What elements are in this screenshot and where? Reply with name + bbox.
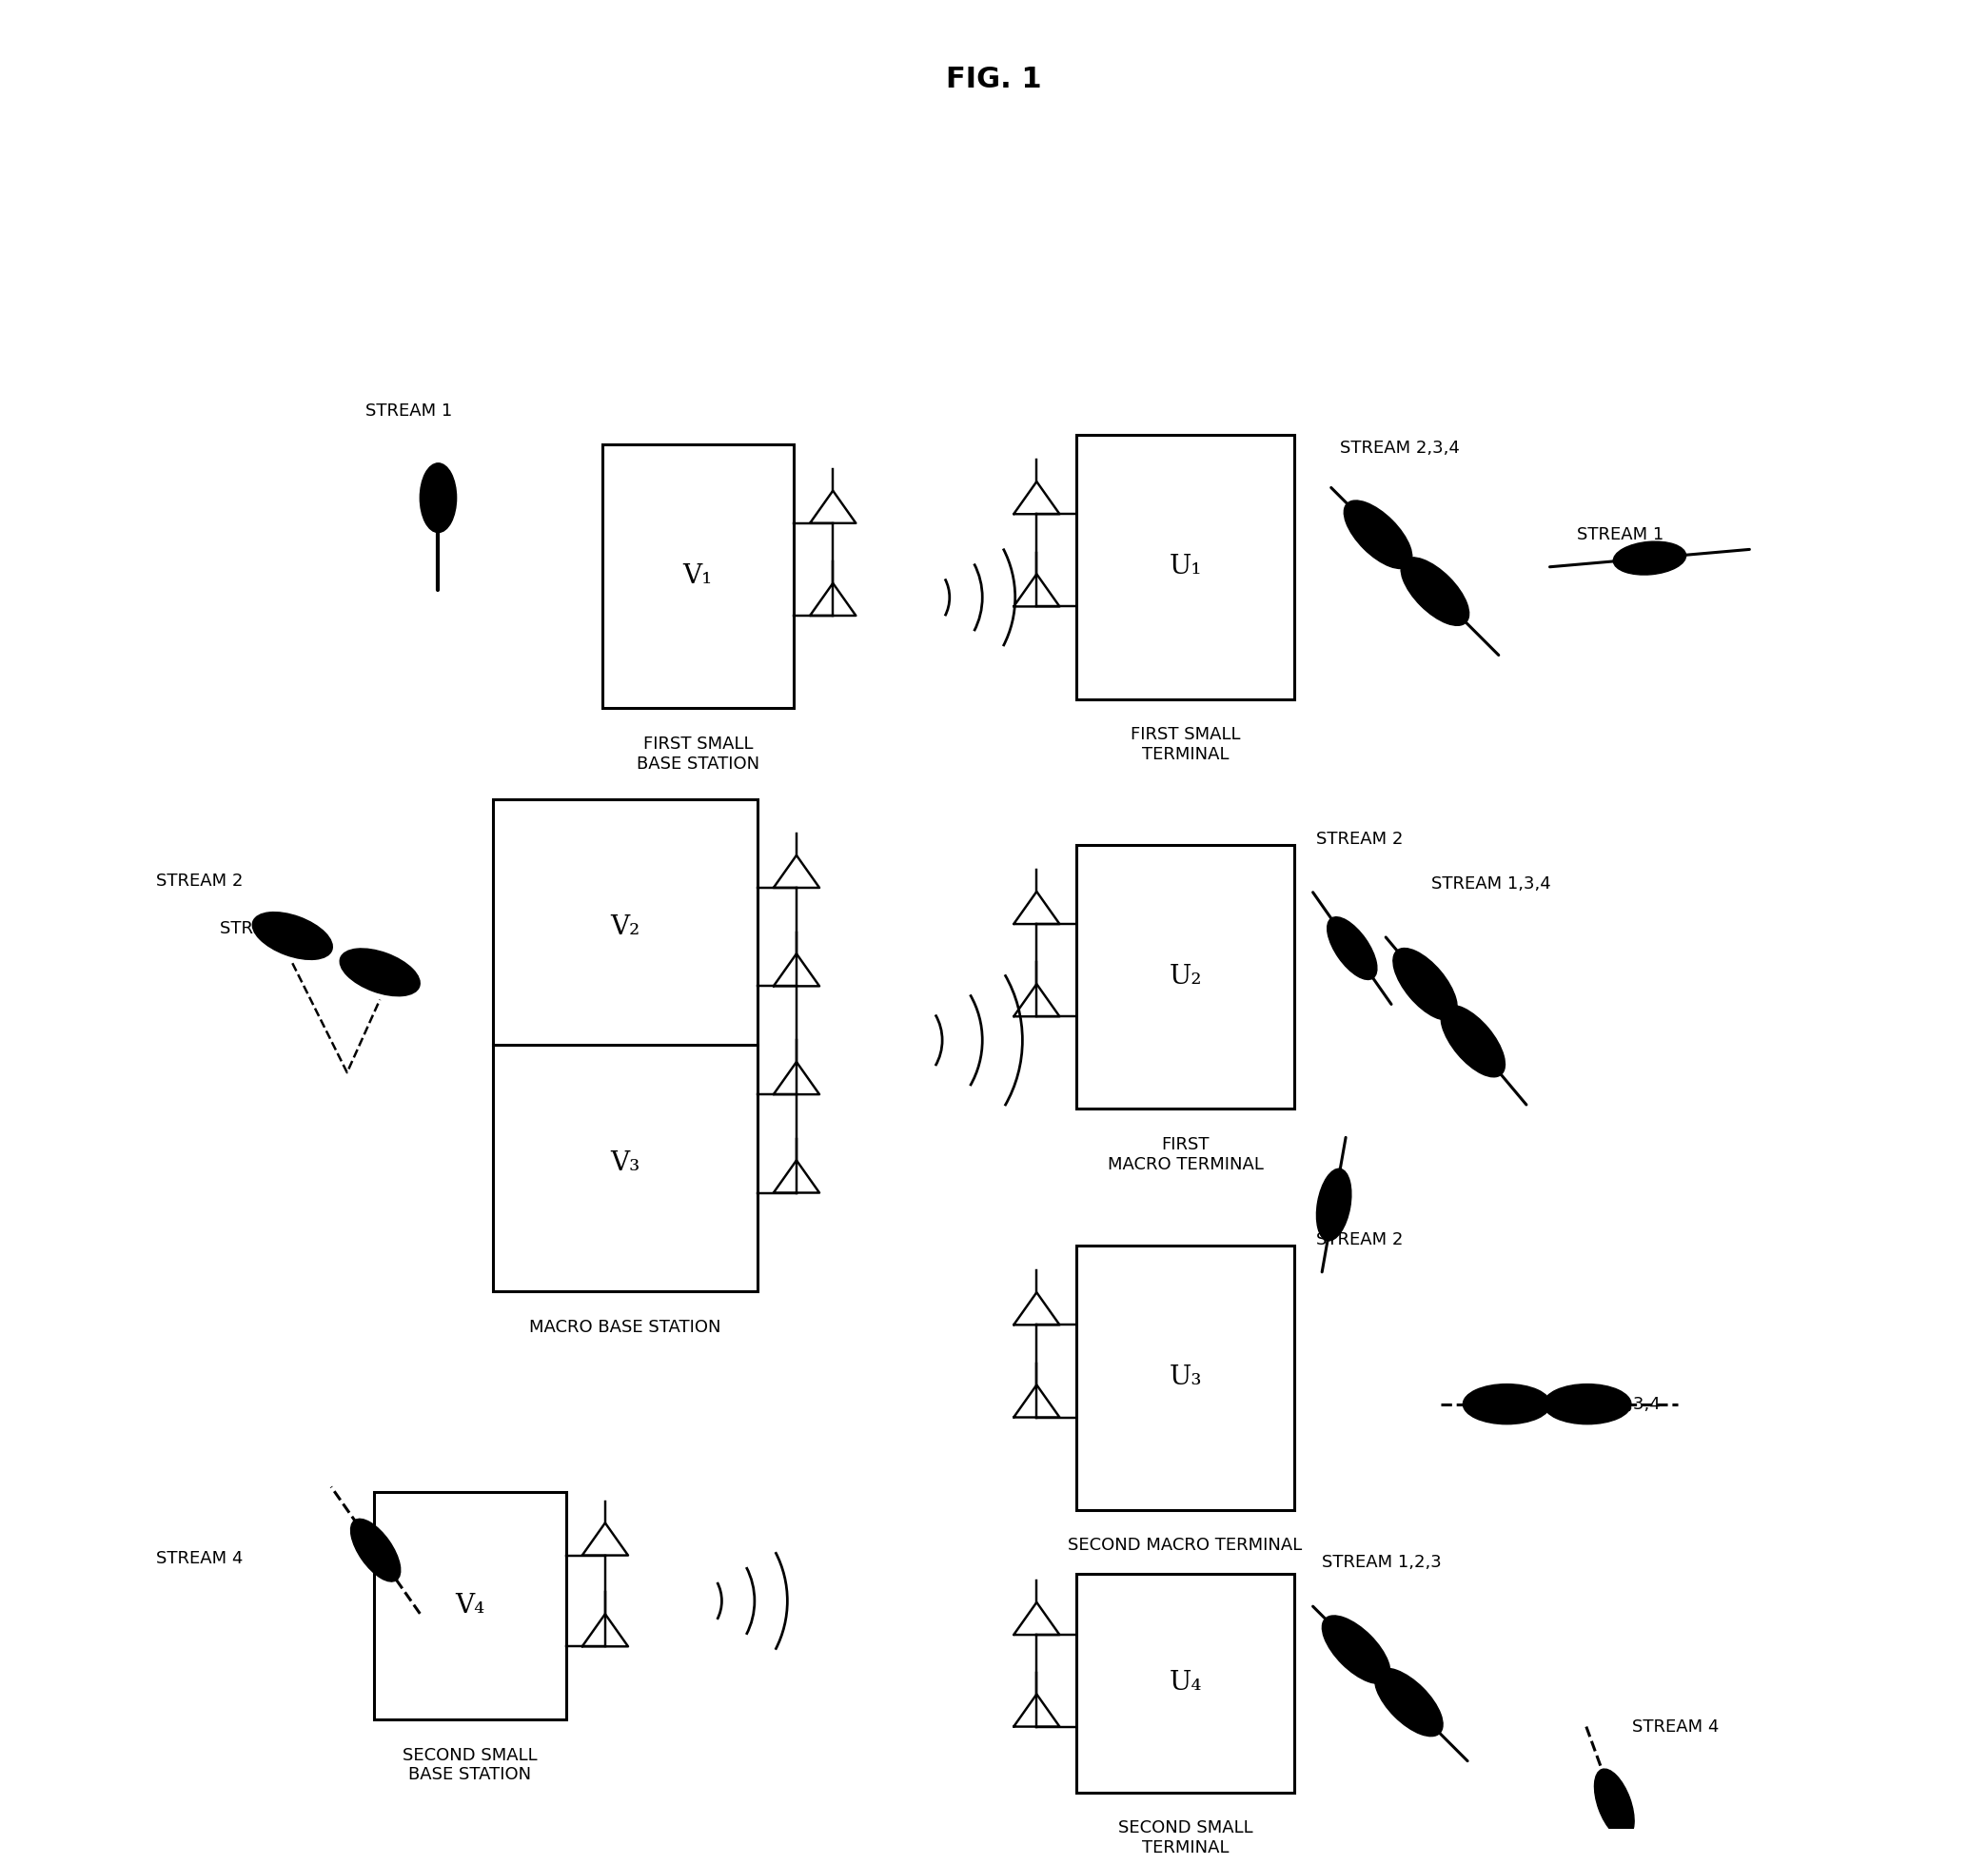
- Text: MACRO BASE STATION: MACRO BASE STATION: [529, 1319, 722, 1335]
- Text: V₃: V₃: [610, 1151, 640, 1177]
- Text: SECOND MACRO TERMINAL: SECOND MACRO TERMINAL: [1068, 1537, 1302, 1554]
- Bar: [493, 800, 757, 1291]
- Text: FIG. 1: FIG. 1: [946, 65, 1042, 93]
- Text: U₄: U₄: [1169, 1669, 1203, 1695]
- Ellipse shape: [1376, 1667, 1443, 1736]
- Ellipse shape: [1614, 541, 1686, 574]
- Text: STREAM 2: STREAM 2: [1316, 1231, 1404, 1250]
- Bar: [1076, 1574, 1294, 1792]
- Bar: [1076, 435, 1294, 699]
- Ellipse shape: [419, 463, 457, 532]
- Ellipse shape: [1322, 1615, 1390, 1684]
- Text: FIRST SMALL
BASE STATION: FIRST SMALL BASE STATION: [636, 735, 759, 772]
- Ellipse shape: [252, 912, 332, 959]
- Text: SECOND SMALL
BASE STATION: SECOND SMALL BASE STATION: [404, 1748, 537, 1783]
- Text: U₃: U₃: [1169, 1365, 1203, 1391]
- Ellipse shape: [1594, 1770, 1634, 1839]
- Ellipse shape: [1402, 558, 1469, 625]
- Text: STREAM 2: STREAM 2: [155, 873, 243, 890]
- Ellipse shape: [1344, 500, 1411, 569]
- Ellipse shape: [1441, 1005, 1505, 1076]
- Ellipse shape: [340, 949, 419, 996]
- Text: V₄: V₄: [455, 1593, 485, 1619]
- Text: U₂: U₂: [1169, 964, 1203, 990]
- Bar: [1076, 1246, 1294, 1511]
- Text: STREAM 1: STREAM 1: [366, 403, 451, 420]
- Text: STREAM 3: STREAM 3: [219, 919, 306, 936]
- Text: SECOND SMALL
TERMINAL: SECOND SMALL TERMINAL: [1117, 1820, 1252, 1856]
- Ellipse shape: [1316, 1169, 1352, 1240]
- Text: FIRST
MACRO TERMINAL: FIRST MACRO TERMINAL: [1107, 1136, 1262, 1173]
- Ellipse shape: [1328, 918, 1378, 979]
- Ellipse shape: [1394, 947, 1457, 1020]
- Text: U₁: U₁: [1169, 554, 1203, 580]
- Text: STREAM 1,2,3: STREAM 1,2,3: [1322, 1554, 1441, 1570]
- Text: STREAM 4: STREAM 4: [155, 1550, 243, 1568]
- Text: STREAM 2,3,4: STREAM 2,3,4: [1340, 440, 1459, 457]
- Ellipse shape: [1463, 1384, 1551, 1425]
- Text: FIRST SMALL
TERMINAL: FIRST SMALL TERMINAL: [1131, 725, 1241, 763]
- Ellipse shape: [350, 1518, 400, 1582]
- Bar: [602, 444, 793, 709]
- Text: V₁: V₁: [684, 563, 714, 589]
- Text: STREAM 4: STREAM 4: [1632, 1718, 1720, 1734]
- Text: STREAM 1: STREAM 1: [1576, 526, 1664, 545]
- Ellipse shape: [1543, 1384, 1630, 1425]
- Text: STREAM 1,3,4: STREAM 1,3,4: [1431, 877, 1551, 893]
- Text: V₂: V₂: [610, 914, 640, 940]
- Bar: [1076, 845, 1294, 1110]
- Bar: [374, 1492, 567, 1720]
- Text: STREAM 1,3,4: STREAM 1,3,4: [1541, 1395, 1660, 1412]
- Text: STREAM 2: STREAM 2: [1316, 832, 1404, 849]
